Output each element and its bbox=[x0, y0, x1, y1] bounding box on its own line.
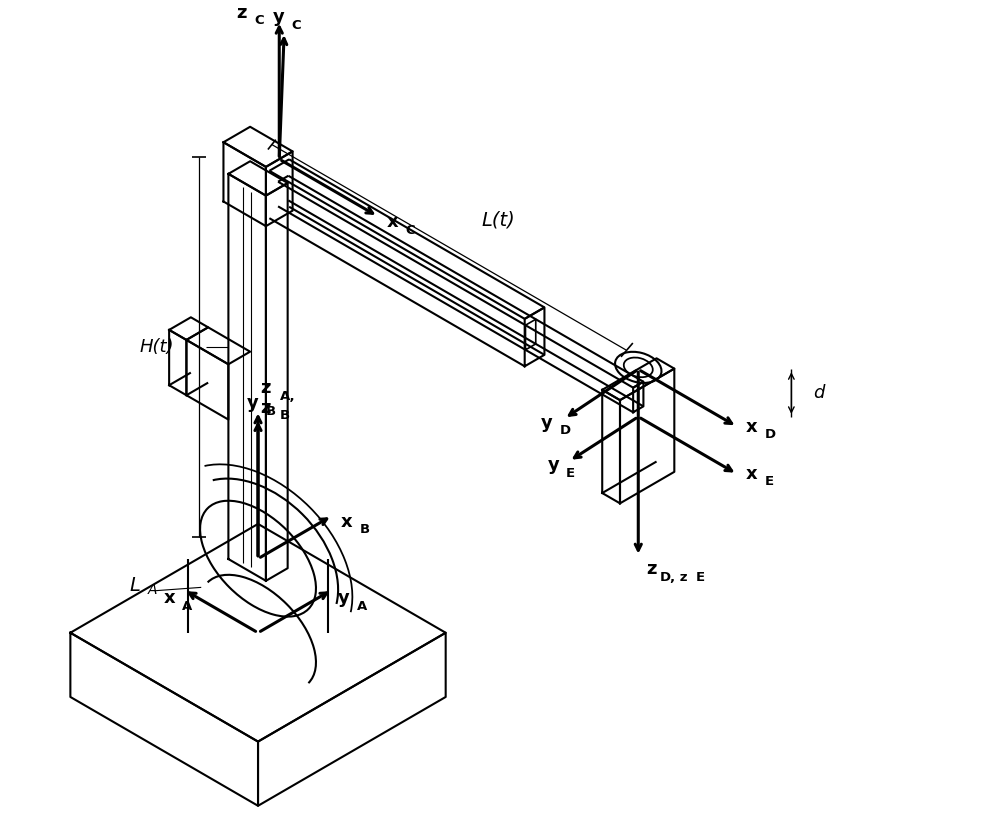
Text: y: y bbox=[541, 414, 552, 432]
Text: A,: A, bbox=[280, 390, 295, 403]
Text: x: x bbox=[387, 214, 399, 231]
Text: D: D bbox=[765, 428, 776, 441]
Text: y: y bbox=[338, 588, 350, 607]
Text: A: A bbox=[147, 582, 157, 597]
Text: x: x bbox=[341, 513, 353, 530]
Text: E: E bbox=[696, 572, 705, 584]
Text: L: L bbox=[129, 577, 140, 595]
Text: D: D bbox=[660, 572, 671, 584]
Text: C: C bbox=[255, 14, 264, 28]
Text: z: z bbox=[261, 379, 271, 396]
Text: B: B bbox=[266, 405, 276, 418]
Text: x: x bbox=[163, 588, 175, 607]
Text: H(t): H(t) bbox=[140, 338, 174, 356]
Text: E: E bbox=[765, 475, 774, 489]
Text: B: B bbox=[360, 523, 370, 536]
Text: C: C bbox=[406, 224, 415, 237]
Text: A: A bbox=[357, 600, 367, 613]
Text: E: E bbox=[566, 467, 575, 479]
Text: L(t): L(t) bbox=[481, 210, 515, 229]
Text: D: D bbox=[559, 424, 570, 437]
Text: z: z bbox=[646, 561, 657, 578]
Text: z: z bbox=[236, 4, 247, 22]
Text: y: y bbox=[547, 456, 559, 474]
Text: x: x bbox=[746, 465, 758, 483]
Text: z: z bbox=[261, 399, 271, 416]
Text: x: x bbox=[746, 417, 758, 436]
Text: , z: , z bbox=[670, 572, 687, 584]
Text: d: d bbox=[813, 384, 824, 402]
Text: A: A bbox=[182, 600, 192, 613]
Text: C: C bbox=[291, 18, 301, 32]
Text: y: y bbox=[272, 8, 284, 27]
Text: y: y bbox=[247, 395, 259, 412]
Text: B: B bbox=[280, 410, 290, 422]
